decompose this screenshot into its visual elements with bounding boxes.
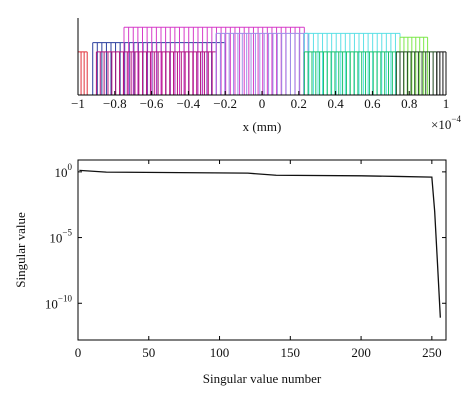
x-tick-label: 0.4 [327, 96, 344, 111]
y-tick-label: 10−5 [49, 228, 72, 246]
x-tick-label: 0.2 [291, 96, 307, 111]
tick-base: −0.8 [103, 96, 127, 111]
tick-exponent: −5 [62, 228, 72, 238]
stem-group [95, 51, 217, 95]
stem-group [303, 32, 401, 95]
x-tick-label: 0.6 [364, 96, 381, 111]
x-tick-label: 100 [210, 345, 230, 360]
singular-value-line [79, 169, 441, 318]
x-tick-label: 200 [351, 345, 371, 360]
x-tick-label: 0 [259, 96, 266, 111]
tick-exponent: 0 [68, 162, 73, 172]
x-tick-label: 0 [75, 345, 82, 360]
x-tick-label: 150 [281, 345, 301, 360]
offset-base: ×10 [431, 117, 451, 132]
plot-frame [77, 159, 447, 341]
tick-base: −1 [71, 96, 85, 111]
tick-base: −0.2 [213, 96, 237, 111]
tick-base: −0.4 [177, 96, 201, 111]
stem-group [215, 32, 309, 95]
x-tick-label: 1 [443, 96, 450, 111]
x-tick-label: −0.6 [140, 96, 164, 111]
y-tick-label: 10−10 [45, 293, 73, 311]
stem-group [399, 36, 429, 95]
stem-group [436, 51, 447, 95]
x-tick-label: 0.8 [401, 96, 417, 111]
tick-base: 10 [55, 165, 68, 180]
stem-group [395, 51, 438, 95]
x-tick-label: −1 [71, 96, 85, 111]
x-tick-label: 250 [422, 345, 442, 360]
x-tick-label: −0.2 [213, 96, 237, 111]
offset-label: ×10−4 [431, 114, 461, 132]
x-tick-label: −0.4 [177, 96, 201, 111]
offset-exponent: −4 [451, 114, 461, 124]
stem-group [77, 51, 88, 95]
tick-base: 10 [45, 296, 58, 311]
tick-exponent: −10 [58, 293, 73, 303]
tick-base: −0.6 [140, 96, 164, 111]
x-tick-label: 50 [142, 345, 155, 360]
stem-group [303, 51, 401, 95]
y-axis-label: Singular value [13, 212, 28, 288]
x-axis-label: Singular value number [203, 371, 322, 386]
y-tick-label: 100 [55, 162, 73, 180]
x-axis-label: x (mm) [243, 119, 282, 134]
tick-base: 10 [49, 231, 62, 246]
x-tick-label: −0.8 [103, 96, 127, 111]
stem-group [92, 42, 226, 95]
